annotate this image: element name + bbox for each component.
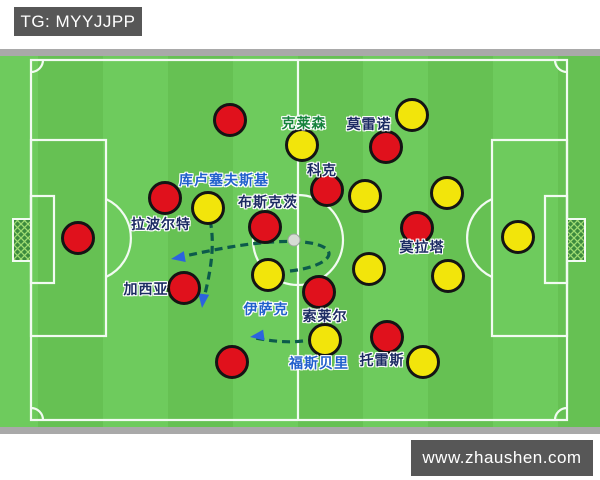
player-label: 索莱尔 [302,308,348,324]
player-dot-spain [310,173,344,207]
player-dot-spain [302,275,336,309]
corner-arc-bottom-right [553,406,568,421]
player-label: 托雷斯 [359,352,405,368]
movement-arrows [171,219,331,344]
isak-curl-run-path [175,239,331,273]
player-label: 克莱森 [281,115,327,131]
player-dot-spain [167,271,201,305]
header-tag-box: TG: MYYJJPP [14,7,142,36]
player-dot-spain [248,210,282,244]
pitch-image-frame: 拉波尔特 布斯克茨 科克 莫雷诺莫拉塔加西亚索莱尔托雷斯 克莱森库卢塞夫斯基伊萨克福斯贝… [0,49,600,434]
player-label: 加西亚 [123,281,169,297]
player-dot-sweden [352,252,386,286]
forsberg-pass-arrowhead-icon [250,329,265,341]
player-dot-spain [213,103,247,137]
player-label: 拉波尔特 [131,216,191,232]
player-dot-sweden [285,128,319,162]
player-dot-sweden [308,323,342,357]
player-dot-spain [215,345,249,379]
watermark-text: www.zhaushen.com [422,448,582,467]
player-label: 科克 [307,162,337,178]
player-dot-sweden [431,259,465,293]
player-label: 库卢塞夫斯基 [179,172,269,188]
player-label: 莫雷诺 [346,116,392,132]
player-dot-sweden [430,176,464,210]
right-goal [566,218,586,262]
player-dot-spain [369,130,403,164]
corner-arc-top-right [553,59,568,74]
kulusevski-run-path [201,219,214,303]
corner-arc-bottom-left [30,406,45,421]
watermark-box: www.zhaushen.com [411,440,593,476]
player-dot-sweden [348,179,382,213]
isak-curl-run-arrowhead-icon [171,251,186,262]
player-dot-spain [370,320,404,354]
left-penalty-arc [105,198,132,278]
player-dot-spain [400,211,434,245]
player-label: 伊萨克 [243,301,289,317]
ball-icon [287,233,301,247]
player-dot-sweden [191,191,225,225]
football-pitch: 拉波尔特 布斯克茨 科克 莫雷诺莫拉塔加西亚索莱尔托雷斯 克莱森库卢塞夫斯基伊萨克福斯贝… [0,56,600,427]
right-penalty-arc [466,198,493,278]
player-dot-spain [148,181,182,215]
centre-circle [251,193,345,287]
kulusevski-run-arrowhead-icon [198,293,210,308]
player-dot-sweden [406,345,440,379]
player-label: 莫拉塔 [399,239,445,255]
player-dot-sweden [395,98,429,132]
corner-arc-top-left [30,59,45,74]
player-label: 福斯贝里 [289,355,349,371]
player-label: 布斯克茨 [238,194,298,210]
player-dot-sweden [501,220,535,254]
left-goal [12,218,32,262]
header-tag-text: TG: MYYJJPP [20,11,136,31]
player-dot-sweden [251,258,285,292]
player-dot-spain [61,221,95,255]
